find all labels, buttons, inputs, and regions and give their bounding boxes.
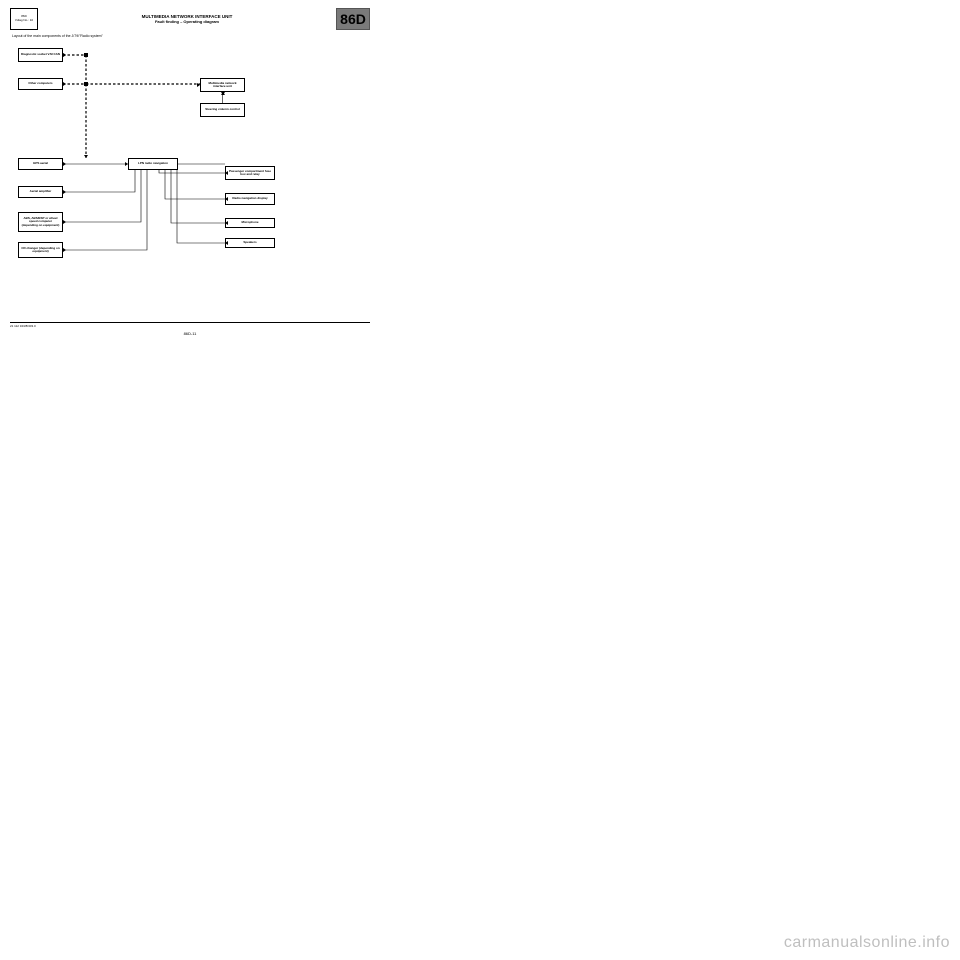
section-code: 86D: [336, 8, 370, 30]
vdiag-box: 86D Vdiag No.: 10: [10, 8, 38, 30]
arrowhead: [197, 83, 200, 87]
node-abs: ABS, ABS/ESP or wheel speed computer (de…: [18, 212, 63, 232]
arrowhead: [63, 248, 66, 252]
manual-page: 86D Vdiag No.: 10 MULTIMEDIA NETWORK INT…: [10, 8, 370, 336]
node-cd: CD changer (depending on equipment): [18, 242, 63, 258]
junction-node: [84, 53, 88, 57]
arrowhead: [63, 82, 66, 86]
title-sub: Fault finding – Operating diagram: [155, 19, 219, 24]
page-header: 86D Vdiag No.: 10 MULTIMEDIA NETWORK INT…: [10, 8, 370, 30]
node-display: Radio navigation display: [225, 193, 275, 205]
arrowhead: [225, 221, 228, 225]
arrowhead: [84, 155, 88, 158]
arrowhead: [125, 162, 128, 166]
arrowhead: [63, 53, 66, 57]
title-block: MULTIMEDIA NETWORK INTERFACE UNIT Fault …: [40, 8, 334, 30]
footer-ref: 21 112 323/8/303.0: [10, 324, 370, 328]
arrowhead: [63, 220, 66, 224]
node-mmi: Multimedia network interface unit: [200, 78, 245, 92]
arrowhead: [225, 171, 228, 175]
node-steering: Steering column control: [200, 103, 245, 117]
watermark: carmanualsonline.info: [784, 934, 950, 952]
node-lpn: LPN radio navigation: [128, 158, 178, 170]
vdiag-number: Vdiag No.: 10: [15, 19, 33, 23]
footer-rule: [10, 322, 370, 323]
arrowhead: [225, 197, 228, 201]
arrowhead: [63, 190, 66, 194]
arrowhead: [225, 241, 228, 245]
junction-node: [84, 82, 88, 86]
page-number: 86D-11: [10, 331, 370, 336]
diagram-connections: [10, 38, 370, 318]
arrowhead: [221, 92, 225, 95]
operating-diagram: Diagnostic socket V.M CAN Other computers…: [10, 38, 370, 318]
node-other_comp: Other computers: [18, 78, 63, 90]
arrowhead: [63, 162, 66, 166]
node-mic: Microphone: [225, 218, 275, 228]
node-fusebox: Passenger compartment fuse box and relay: [225, 166, 275, 180]
node-aerial: Aerial amplifier: [18, 186, 63, 198]
node-gps: GPS aerial: [18, 158, 63, 170]
node-speakers: Speakers: [225, 238, 275, 248]
node-diag_socket: Diagnostic socket V.M CAN: [18, 48, 63, 62]
